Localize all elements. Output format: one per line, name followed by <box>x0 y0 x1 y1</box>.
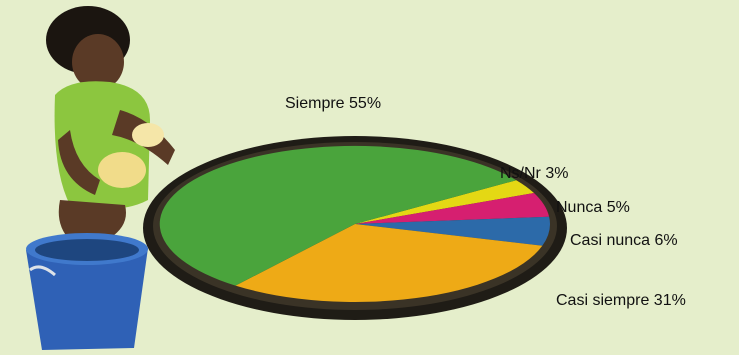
pie-slice-casi-siempre-31 <box>235 224 543 302</box>
slice-label: Siempre 55% <box>285 95 381 112</box>
slice-label: Ns/Nr 3% <box>500 165 568 182</box>
pie-slice-casi-nunca-6 <box>355 216 550 246</box>
pie-slice-nunca-5 <box>355 193 550 224</box>
pie-labels: Ns/Nr 3% Nunca 5% Casi nunca 6% Casi siempr… <box>285 95 686 309</box>
slice-label: Casi siempre 31% <box>556 292 686 309</box>
pie-slice-siempre-55 <box>159 145 517 286</box>
pie-slice-ns-nr-3 <box>355 180 534 224</box>
pie-slices <box>159 145 550 302</box>
slice-label: Nunca 5% <box>556 199 630 216</box>
bucket-icon <box>26 233 148 350</box>
slice-label: Casi nunca 6% <box>570 232 678 249</box>
woman-figure <box>46 6 175 240</box>
